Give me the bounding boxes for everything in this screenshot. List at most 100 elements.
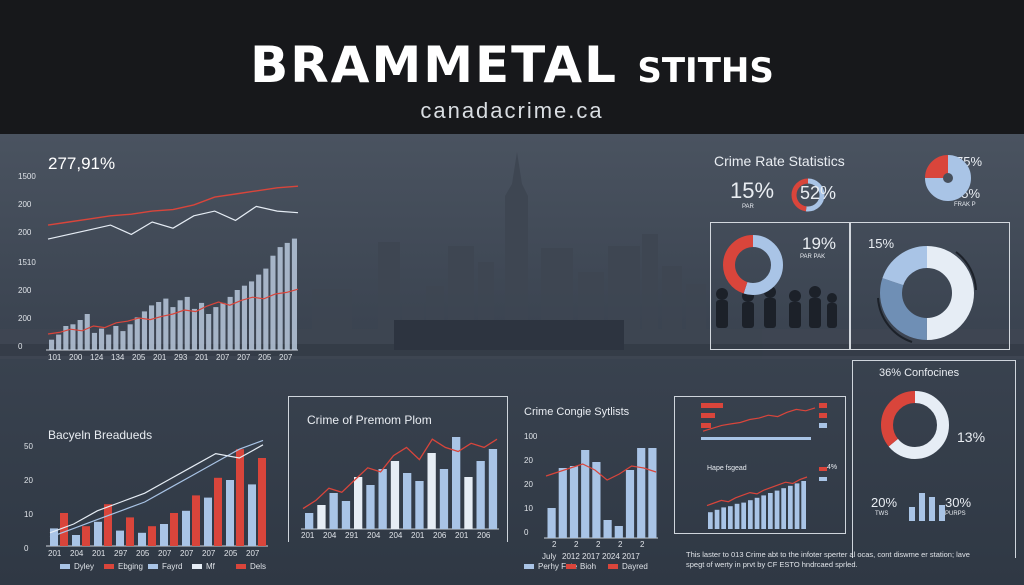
tl-bar (56, 334, 62, 350)
tl-bar (263, 268, 269, 350)
donut-large-chart (877, 246, 977, 343)
stat-30-percent: 30% (945, 495, 972, 510)
tl-bar (199, 302, 205, 350)
bl-x-tick: 297 (114, 549, 128, 558)
bm-x-tick: 291 (345, 531, 359, 540)
tl-x-tick: 201 (153, 353, 167, 362)
tl-bar (49, 339, 55, 350)
tl-bar (256, 274, 262, 350)
top-left-chart-plot (46, 185, 299, 351)
tl-bar (213, 307, 219, 350)
tl-bar (99, 328, 105, 350)
bm-bar (305, 513, 314, 529)
bm-bar (476, 461, 485, 529)
bl-legend-label: Ebging (118, 562, 143, 571)
br-bar (708, 512, 713, 529)
br-bar (734, 503, 740, 529)
br-bar (721, 507, 726, 529)
bc-bar (603, 520, 612, 538)
bm-bar (329, 493, 338, 529)
bottom-left-chart-plot (46, 439, 268, 547)
br-red-line (706, 476, 808, 507)
br-bar (728, 506, 733, 529)
tl-series-red-line (47, 185, 299, 226)
tl-x-tick: 207 (237, 353, 251, 362)
br-bar (788, 485, 793, 529)
bl-bar (214, 477, 222, 546)
tl-bar (227, 296, 233, 350)
tl-bar (291, 238, 297, 350)
bl-bar (160, 524, 168, 546)
bl-bar (82, 526, 90, 546)
stat-19-percent: 19% (802, 234, 837, 253)
stat-15b-percent: 15% (868, 236, 895, 251)
tl-y-lower-tick: 0 (18, 342, 23, 351)
bc-x-tick: 2 (574, 540, 579, 549)
city-skyline-illustration (0, 152, 1024, 359)
footer-note: This laster to 013 Crime abt to the info… (686, 550, 970, 569)
bc-legend-swatch (608, 564, 618, 570)
tl-bar (77, 320, 83, 350)
bl-legend-item: Fayrd (148, 562, 182, 571)
bl-legend-item: Dyley (60, 562, 94, 571)
tl-y-lower-tick: 1510 (18, 258, 36, 267)
bl-bar (60, 513, 68, 546)
bm-x-tick: 201 (411, 531, 425, 540)
bl-bar (170, 513, 178, 546)
tl-bar (241, 285, 247, 350)
bc-x-bottom-label: 2017 (622, 552, 640, 561)
bc-legend-item: Dayred (608, 562, 648, 571)
br-legend-red-bar-2 (701, 413, 715, 418)
tl-y-lower-tick: 200 (18, 314, 32, 323)
bc-bar (569, 466, 579, 538)
bm-bar (439, 469, 449, 529)
stat-19-sublabel: PAR PAK (800, 254, 826, 260)
bl-bar (138, 532, 146, 546)
donut-19-slice-1 (723, 235, 783, 295)
bc-y-tick: 0 (524, 528, 529, 537)
bl-x-tick: 201 (48, 549, 62, 558)
bm-x-tick: 201 (455, 531, 469, 540)
website-url[interactable]: canadacrime.ca (420, 98, 604, 123)
br-legend-red-bar-1 (701, 403, 723, 408)
tl-bar (177, 300, 183, 350)
bl-bar (192, 495, 200, 546)
bm-x-tick: 204 (367, 531, 381, 540)
bc-x-tick: 2 (596, 540, 601, 549)
tl-bar (277, 247, 283, 350)
stat-15-sublabel: PAR (742, 204, 754, 210)
bottom-right-legend-pct: 4% (827, 464, 838, 471)
bc-bar (581, 450, 590, 538)
tl-bar (191, 308, 197, 350)
tl-bar (163, 298, 169, 350)
bm-bar (427, 453, 436, 529)
br-bar (801, 481, 806, 529)
tl-bar (270, 255, 276, 350)
tl-bar (106, 334, 112, 350)
tl-x-tick: 101 (48, 353, 62, 362)
bc-legend-label: Dayred (622, 562, 648, 571)
bc-x-bottom-label: 2017 (582, 552, 600, 561)
bl-legend-item: Ebging (104, 562, 143, 571)
tl-bar (120, 331, 126, 350)
bl-bar (258, 458, 266, 546)
bl-bar (182, 510, 190, 546)
bl-x-tick: 205 (136, 549, 150, 558)
bm-x-tick: 204 (389, 531, 403, 540)
bc-legend-label: Perhy Fate (538, 562, 578, 571)
header-bar: BRAMMETAL STITHS canadacrime.ca (0, 0, 1024, 134)
bl-legend-swatch (60, 564, 70, 570)
bl-bar (94, 521, 102, 546)
br-bar (774, 490, 780, 529)
br-upper-axis-bar (701, 437, 811, 440)
stat-52-percent: 52% (800, 183, 837, 203)
donut-52-chart (791, 178, 825, 212)
bm-x-tick: 206 (477, 531, 491, 540)
bc-x-bottom-label: 2024 (602, 552, 620, 561)
stat-55-sublabel: FRAK P (954, 202, 976, 208)
bl-x-tick: 207 (158, 549, 172, 558)
bl-y-tick: 10 (24, 510, 33, 519)
dashboard-area: 277,91% 1500 200 200 1510 200 200 0 101 200 124… (0, 134, 1024, 585)
tl-bar (141, 311, 147, 350)
bm-bar (464, 477, 473, 529)
